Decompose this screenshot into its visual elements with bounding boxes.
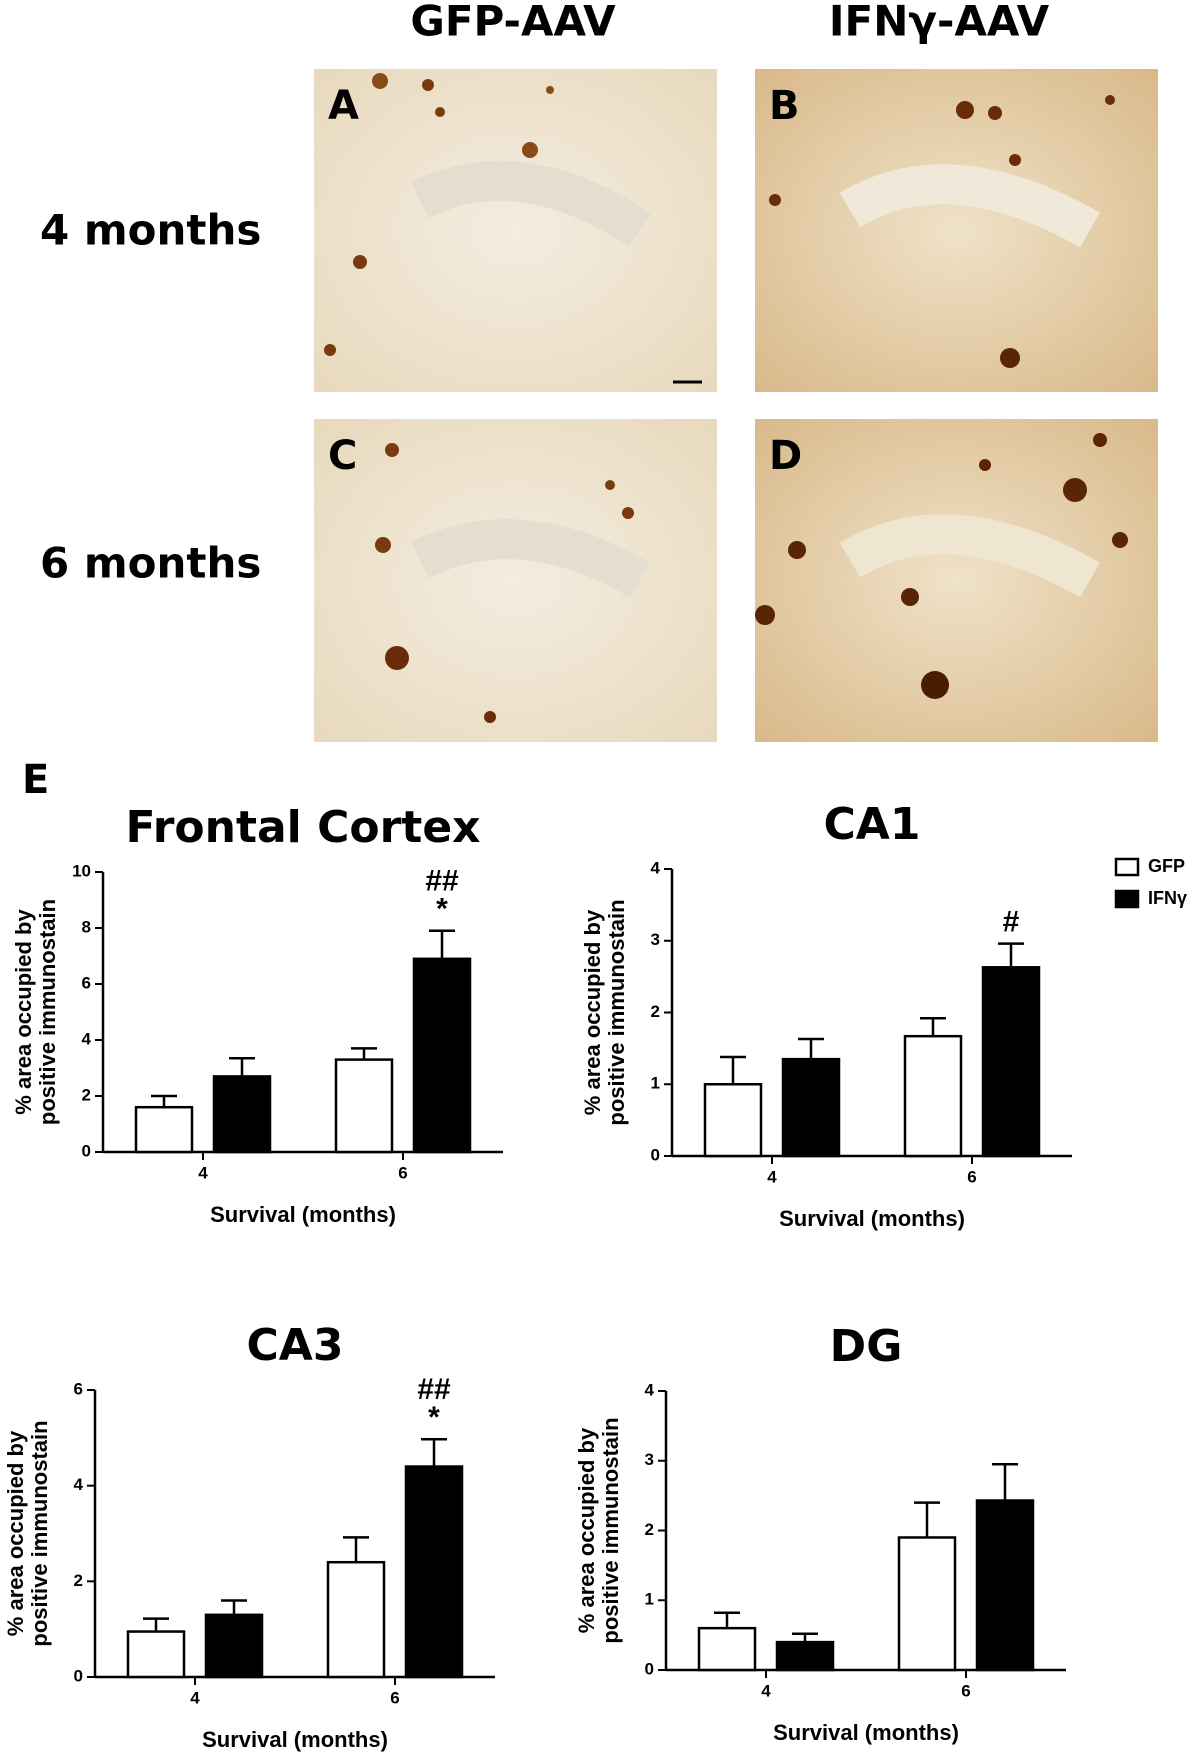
column-header: GFP-AAV — [410, 0, 616, 46]
y-axis-label: positive immunostain — [604, 899, 629, 1125]
y-tick-label: 4 — [651, 858, 661, 877]
y-tick-label: 2 — [74, 1571, 83, 1590]
bar — [897, 1536, 957, 1672]
chart-title: DG — [830, 1321, 903, 1372]
chart-title: CA1 — [824, 799, 921, 850]
y-tick-label: 3 — [651, 930, 660, 949]
bar — [212, 1075, 272, 1154]
error-bar — [720, 1055, 746, 1085]
legend-swatch — [1114, 889, 1140, 909]
y-tick-label: 1 — [651, 1074, 660, 1093]
bar — [126, 1630, 186, 1679]
error-bar — [143, 1617, 169, 1632]
significance-label: ## — [417, 1373, 451, 1406]
y-tick-label: 0 — [82, 1141, 91, 1160]
error-bar — [714, 1611, 740, 1629]
error-bar — [221, 1599, 247, 1615]
row-header: 4 months — [40, 206, 261, 255]
error-bar — [792, 1632, 818, 1643]
x-axis-label: Survival (months) — [779, 1206, 965, 1231]
y-axis-label: positive immunostain — [27, 1420, 52, 1646]
significance-label: ## — [425, 865, 459, 898]
significance-label: # — [1003, 906, 1020, 939]
y-tick-label: 0 — [74, 1666, 83, 1685]
legend-label: GFP — [1148, 856, 1185, 876]
micrograph: C — [314, 419, 717, 742]
bar — [781, 1057, 841, 1158]
bar — [412, 957, 472, 1154]
bar — [975, 1499, 1035, 1672]
y-tick-label: 0 — [651, 1145, 660, 1164]
x-tick-label: 4 — [761, 1681, 771, 1700]
x-axis-label: Survival (months) — [210, 1202, 396, 1227]
error-bar — [920, 1016, 946, 1037]
bar — [204, 1613, 264, 1679]
x-tick-label: 6 — [398, 1163, 407, 1182]
x-tick-label: 6 — [390, 1688, 399, 1707]
y-tick-label: 4 — [82, 1029, 92, 1048]
y-axis-label: positive immunostain — [598, 1417, 623, 1643]
y-tick-label: 1 — [645, 1590, 654, 1609]
error-bar — [343, 1536, 369, 1563]
micrograph: D — [755, 419, 1158, 742]
micrograph: B — [755, 69, 1158, 392]
y-tick-label: 2 — [645, 1520, 654, 1539]
y-tick-label: 2 — [82, 1085, 91, 1104]
y-axis-label: % area occupied by — [11, 909, 36, 1115]
y-tick-label: 2 — [651, 1002, 660, 1021]
y-tick-label: 8 — [82, 917, 91, 936]
error-bar — [421, 1438, 447, 1467]
legend-label: IFNγ — [1148, 888, 1187, 908]
error-bar — [351, 1047, 377, 1060]
y-tick-label: 6 — [74, 1379, 83, 1398]
legend-swatch — [1114, 857, 1140, 877]
x-tick-label: 6 — [967, 1167, 976, 1186]
chart-title: Frontal Cortex — [125, 802, 480, 853]
error-bar — [998, 942, 1024, 968]
panel-label: B — [769, 83, 800, 129]
significance-label: * — [436, 893, 448, 926]
bar — [981, 966, 1041, 1158]
y-tick-label: 10 — [72, 861, 91, 880]
bar — [697, 1626, 757, 1672]
panel-label: A — [328, 83, 359, 129]
bar — [703, 1083, 763, 1158]
error-bar — [914, 1501, 940, 1538]
y-tick-label: 4 — [645, 1380, 655, 1399]
y-tick-label: 6 — [82, 973, 91, 992]
significance-label: * — [428, 1401, 440, 1434]
bar — [326, 1560, 386, 1679]
error-bar — [429, 929, 455, 959]
x-tick-label: 6 — [961, 1681, 970, 1700]
bar — [404, 1465, 464, 1679]
y-axis-label: % area occupied by — [574, 1427, 599, 1633]
y-tick-label: 3 — [645, 1450, 654, 1469]
x-tick-label: 4 — [767, 1167, 777, 1186]
error-bar — [992, 1462, 1018, 1501]
x-axis-label: Survival (months) — [202, 1727, 388, 1752]
x-tick-label: 4 — [198, 1163, 208, 1182]
x-tick-label: 4 — [190, 1688, 200, 1707]
error-bar — [798, 1037, 824, 1060]
bar — [334, 1058, 394, 1154]
x-axis-label: Survival (months) — [773, 1720, 959, 1745]
micrograph: A — [314, 69, 717, 392]
y-tick-label: 4 — [74, 1475, 84, 1494]
y-axis-label: % area occupied by — [580, 909, 605, 1115]
panel-label: D — [769, 433, 802, 479]
error-bar — [229, 1056, 255, 1077]
panel-label: E — [22, 757, 49, 803]
bar — [134, 1105, 194, 1154]
row-header: 6 months — [40, 539, 261, 588]
bar — [775, 1640, 835, 1672]
y-tick-label: 0 — [645, 1659, 654, 1678]
error-bar — [151, 1094, 177, 1108]
bar — [903, 1034, 963, 1158]
chart-title: CA3 — [247, 1320, 344, 1371]
panel-label: C — [328, 433, 357, 479]
y-axis-label: positive immunostain — [35, 899, 60, 1125]
column-header: IFNγ-AAV — [829, 0, 1050, 46]
y-axis-label: % area occupied by — [3, 1430, 28, 1636]
